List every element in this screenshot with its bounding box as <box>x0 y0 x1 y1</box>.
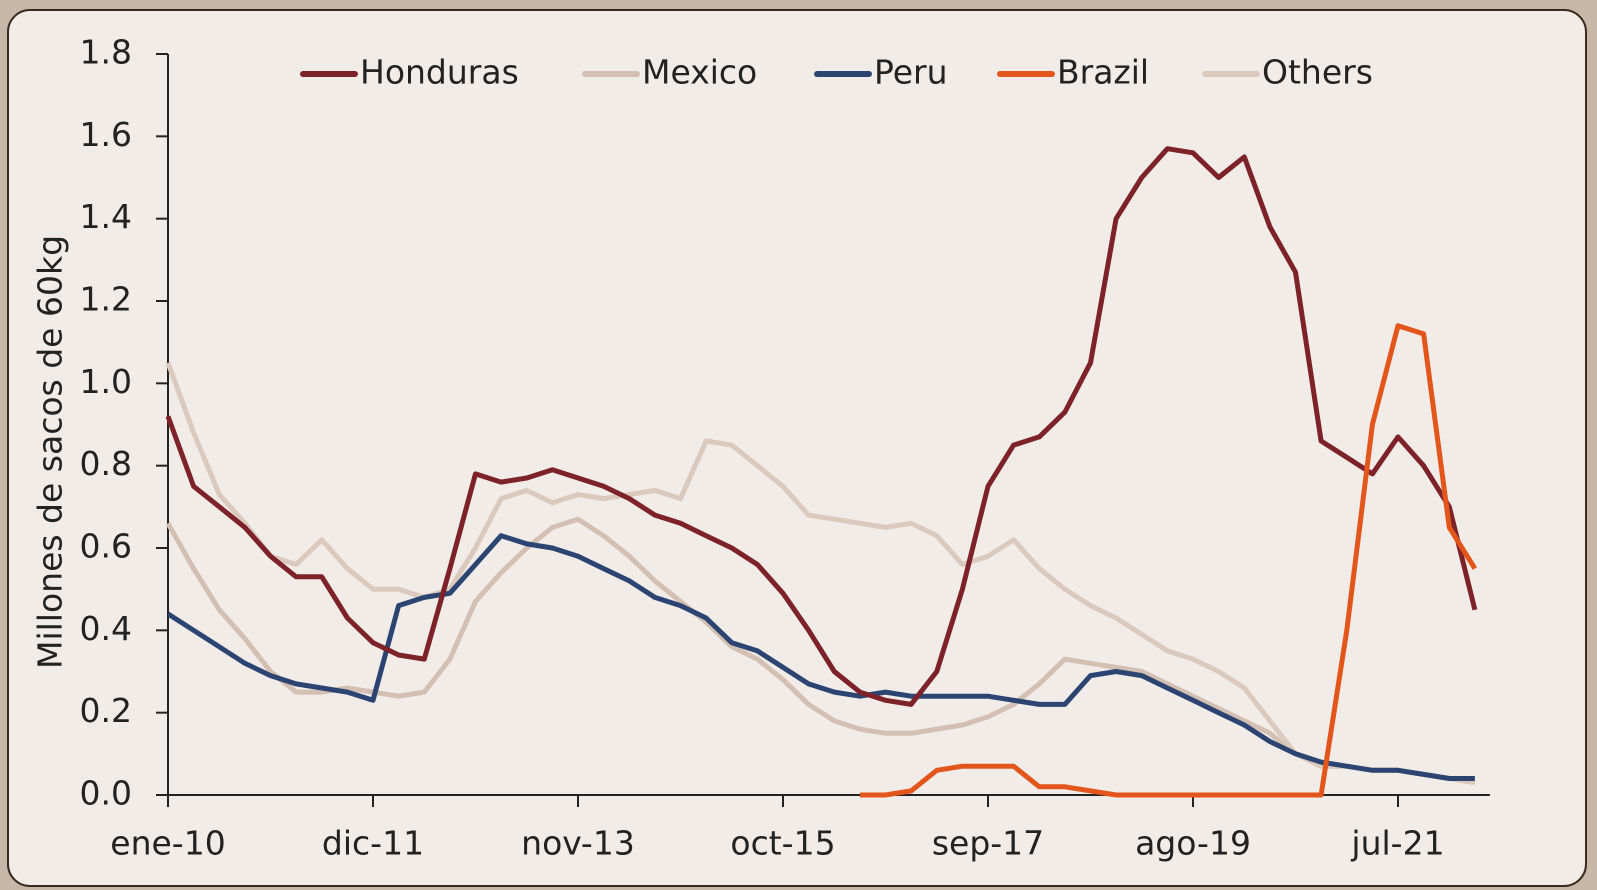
y-tick-label: 1.4 <box>80 197 132 236</box>
y-tick-label: 0.6 <box>80 527 132 566</box>
panel <box>8 10 1586 886</box>
y-tick-label: 1.0 <box>80 362 132 401</box>
y-tick-label: 0.2 <box>80 691 132 730</box>
x-tick-label: jul-21 <box>1350 824 1444 863</box>
x-tick-label: oct-15 <box>730 824 835 863</box>
y-tick-label: 1.8 <box>80 33 132 72</box>
x-tick-label: nov-13 <box>521 824 635 863</box>
x-tick-label: ago-19 <box>1135 824 1251 863</box>
y-tick-label: 0.4 <box>80 609 132 648</box>
x-tick-label: dic-11 <box>322 824 424 863</box>
y-axis-label: Millones de sacos de 60kg <box>31 235 70 669</box>
chart: Millones de sacos de 60kg 0.0 0.2 0.4 0.6 0.… <box>0 0 1597 890</box>
y-tick-label: 0.0 <box>80 774 132 813</box>
legend-label: Others <box>1262 53 1373 92</box>
legend-label: Honduras <box>360 53 519 92</box>
legend-label: Mexico <box>642 53 757 92</box>
legend-label: Brazil <box>1057 53 1149 92</box>
legend-label: Peru <box>874 53 948 92</box>
y-tick-label: 0.8 <box>80 444 132 483</box>
y-tick-label: 1.6 <box>80 115 132 154</box>
x-tick-label: sep-17 <box>932 824 1044 863</box>
x-tick-label: ene-10 <box>110 824 225 863</box>
y-tick-label: 1.2 <box>80 280 132 319</box>
